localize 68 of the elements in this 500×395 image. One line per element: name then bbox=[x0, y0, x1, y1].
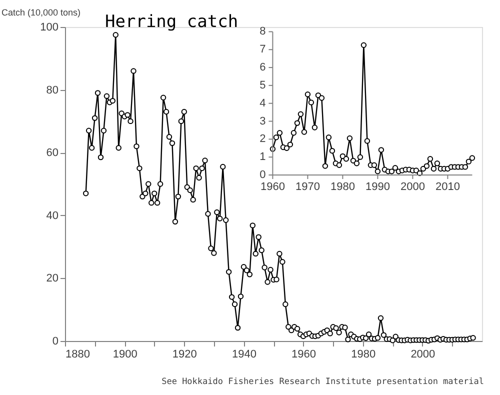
point bbox=[430, 166, 437, 172]
point bbox=[329, 148, 336, 154]
x-tick-label: 1880 bbox=[66, 348, 90, 360]
point bbox=[378, 147, 384, 153]
y-tick-label: 8 bbox=[260, 26, 266, 38]
point bbox=[427, 156, 434, 162]
y-tick-label: 60 bbox=[46, 147, 58, 160]
point bbox=[336, 162, 342, 168]
point bbox=[301, 129, 308, 135]
point bbox=[322, 163, 328, 169]
point bbox=[276, 130, 283, 136]
point bbox=[374, 168, 381, 174]
point bbox=[315, 92, 322, 98]
point bbox=[466, 158, 472, 164]
y-tick-label: 0 bbox=[260, 169, 266, 181]
point bbox=[388, 168, 395, 174]
point bbox=[360, 42, 367, 48]
y-tick-label: 100 bbox=[40, 22, 58, 34]
point bbox=[413, 168, 420, 174]
x-tick-label: 1970 bbox=[295, 181, 320, 193]
point bbox=[469, 155, 476, 161]
x-tick-label: 2000 bbox=[400, 181, 425, 193]
point bbox=[318, 95, 325, 101]
y-tick-label: 20 bbox=[46, 272, 58, 285]
chart-title: Herring catch bbox=[105, 12, 238, 32]
point bbox=[371, 162, 378, 168]
y-tick-label: 7 bbox=[260, 44, 266, 56]
point bbox=[343, 156, 350, 162]
y-tick-label: 2 bbox=[260, 133, 266, 146]
x-tick-label: 2010 bbox=[435, 181, 460, 193]
y-tick-label: 6 bbox=[260, 62, 266, 74]
y-tick-label: 80 bbox=[46, 84, 58, 96]
text: See Hokkaido Fisheries Research Institute presentation material bbox=[162, 377, 484, 387]
point bbox=[312, 124, 318, 130]
x-tick-label: 1920 bbox=[172, 348, 197, 360]
y-tick-label: 5 bbox=[260, 79, 266, 92]
point bbox=[462, 164, 468, 170]
point bbox=[304, 92, 311, 98]
point bbox=[354, 160, 360, 166]
point bbox=[294, 120, 300, 126]
y-tick-label: 40 bbox=[46, 210, 58, 222]
y-tick-label: 3 bbox=[260, 115, 266, 128]
x-tick-label: 1990 bbox=[365, 181, 390, 193]
point bbox=[357, 154, 364, 160]
point bbox=[434, 160, 440, 166]
point bbox=[287, 142, 294, 148]
point bbox=[420, 166, 426, 172]
point bbox=[424, 163, 430, 169]
x-tick-label: 2000 bbox=[410, 348, 436, 360]
point bbox=[290, 130, 297, 136]
point bbox=[284, 145, 290, 151]
x-tick-label: 1980 bbox=[351, 348, 376, 360]
y-tick-label: 0 bbox=[52, 336, 58, 348]
y-tick-label: 1 bbox=[260, 151, 266, 164]
point bbox=[346, 135, 353, 142]
point bbox=[326, 134, 332, 140]
x-tick-label: 1960 bbox=[260, 181, 285, 193]
x-tick-label: 1980 bbox=[330, 181, 355, 193]
y-tick-label: 4 bbox=[260, 97, 266, 110]
y-axis-title: Catch (10,000 tons) bbox=[2, 8, 81, 18]
point bbox=[298, 111, 304, 117]
x-tick-label: 1940 bbox=[232, 348, 256, 360]
point bbox=[308, 100, 314, 106]
point bbox=[392, 164, 398, 171]
point bbox=[273, 134, 280, 140]
point bbox=[364, 138, 370, 144]
x-tick-label: 1960 bbox=[292, 348, 316, 360]
x-tick-label: 1900 bbox=[112, 348, 138, 360]
